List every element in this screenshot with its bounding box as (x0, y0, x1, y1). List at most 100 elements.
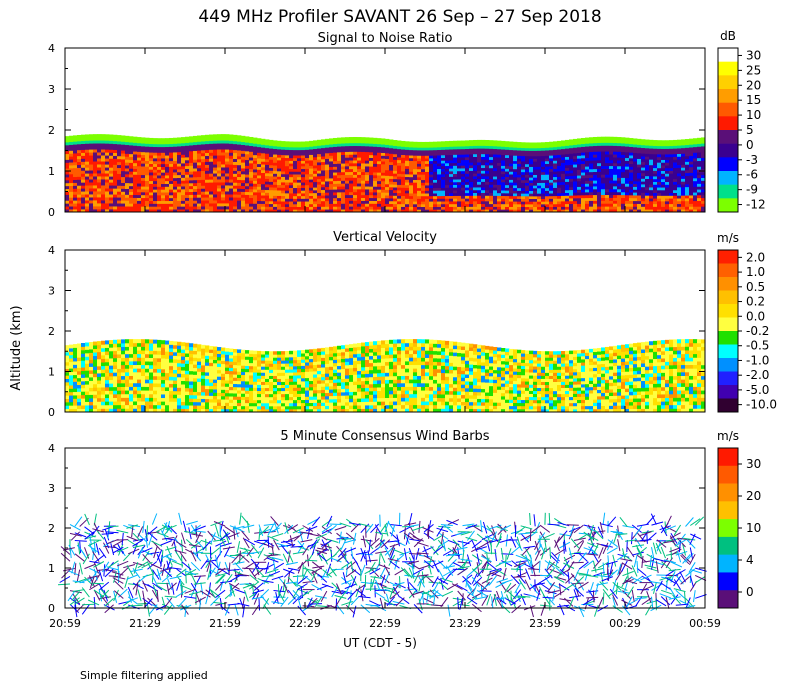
heat-cell (417, 166, 422, 170)
heat-cell (465, 173, 470, 177)
heat-cell (489, 206, 494, 210)
heat-cell (625, 189, 630, 193)
heat-cell (149, 160, 154, 164)
heat-cell (173, 206, 178, 210)
heat-cell (153, 180, 158, 184)
vertical-velocity-panel: Vertical Velocity01234m/s2.01.00.50.20.0… (48, 230, 777, 419)
heat-cell (197, 164, 202, 169)
heat-cell (577, 180, 582, 185)
heat-cell (145, 146, 150, 150)
heat-cell (121, 182, 126, 186)
heat-cell (161, 350, 166, 355)
heat-cell (597, 165, 602, 170)
heat-cell (685, 197, 690, 202)
heat-cell (701, 148, 706, 153)
heat-cell (317, 198, 322, 202)
heat-cell (157, 372, 162, 377)
heat-cell (261, 175, 266, 179)
heat-cell (397, 170, 402, 174)
heat-cell (693, 186, 698, 190)
heat-cell (313, 200, 318, 205)
heat-cell (77, 203, 82, 207)
heat-cell (629, 149, 634, 153)
heat-cell (209, 146, 214, 150)
heat-cell (673, 189, 678, 193)
heat-cell (633, 138, 638, 142)
heat-cell (237, 194, 242, 198)
heat-cell (477, 209, 482, 213)
heat-cell (225, 146, 230, 150)
heat-cell (201, 194, 206, 198)
heat-cell (101, 358, 106, 363)
heat-cell (73, 350, 78, 355)
heat-cell (109, 152, 114, 156)
heat-cell (257, 141, 262, 145)
heat-cell (561, 181, 566, 185)
heat-cell (265, 189, 270, 193)
heat-cell (465, 156, 470, 161)
heat-cell (593, 194, 598, 198)
heat-cell (121, 176, 126, 181)
heat-cell (361, 137, 366, 141)
heat-cell (701, 174, 706, 178)
heat-cell (189, 188, 194, 193)
heat-cell (413, 160, 418, 164)
heat-cell (97, 179, 102, 183)
heat-cell (97, 188, 102, 192)
heat-cell (81, 146, 86, 150)
heat-cell (273, 203, 278, 207)
heat-cell (121, 404, 126, 409)
heat-cell (549, 144, 554, 148)
heat-cell (245, 209, 250, 213)
heat-cell (101, 209, 106, 213)
heat-cell (605, 197, 610, 201)
heat-cell (689, 192, 694, 196)
heat-cell (101, 206, 106, 210)
heat-cell (81, 374, 86, 378)
heat-cell (633, 203, 638, 207)
heat-cell (169, 397, 174, 402)
heat-cell (505, 157, 510, 161)
heat-cell (529, 201, 534, 205)
heat-cell (213, 405, 218, 410)
heat-cell (309, 173, 314, 177)
heat-cell (353, 180, 358, 184)
heat-cell (573, 152, 578, 157)
heat-cell (445, 152, 450, 156)
heat-cell (189, 136, 194, 140)
heat-cell (357, 197, 362, 201)
heat-cell (257, 197, 262, 202)
colorbar-swatch (718, 102, 738, 117)
heat-cell (189, 194, 194, 198)
heat-cell (265, 158, 270, 163)
heat-cell (549, 198, 554, 202)
heat-cell (537, 155, 542, 159)
heat-cell (357, 151, 362, 155)
heat-cell (461, 168, 466, 172)
heat-cell (77, 388, 82, 392)
heat-cell (677, 178, 682, 182)
heat-cell (185, 405, 190, 409)
heat-cell (621, 183, 626, 187)
heat-cell (177, 345, 182, 350)
heat-cell (557, 192, 562, 196)
heat-cell (217, 161, 222, 165)
heat-cell (93, 348, 98, 353)
heat-cell (201, 378, 206, 383)
heat-cell (609, 203, 614, 207)
heat-cell (397, 162, 402, 166)
heat-cell (197, 206, 202, 210)
y-tick-label: 4 (48, 42, 55, 55)
heat-cell (357, 209, 362, 213)
heat-cell (113, 390, 118, 395)
heat-cell (385, 158, 390, 162)
heat-cell (361, 157, 366, 161)
heat-cell (153, 343, 158, 348)
heat-cell (685, 192, 690, 196)
heat-cell (353, 209, 358, 213)
heat-cell (621, 140, 626, 144)
heat-cell (413, 198, 418, 202)
heat-cell (165, 158, 170, 162)
heat-cell (353, 151, 358, 155)
heat-cell (149, 140, 154, 145)
